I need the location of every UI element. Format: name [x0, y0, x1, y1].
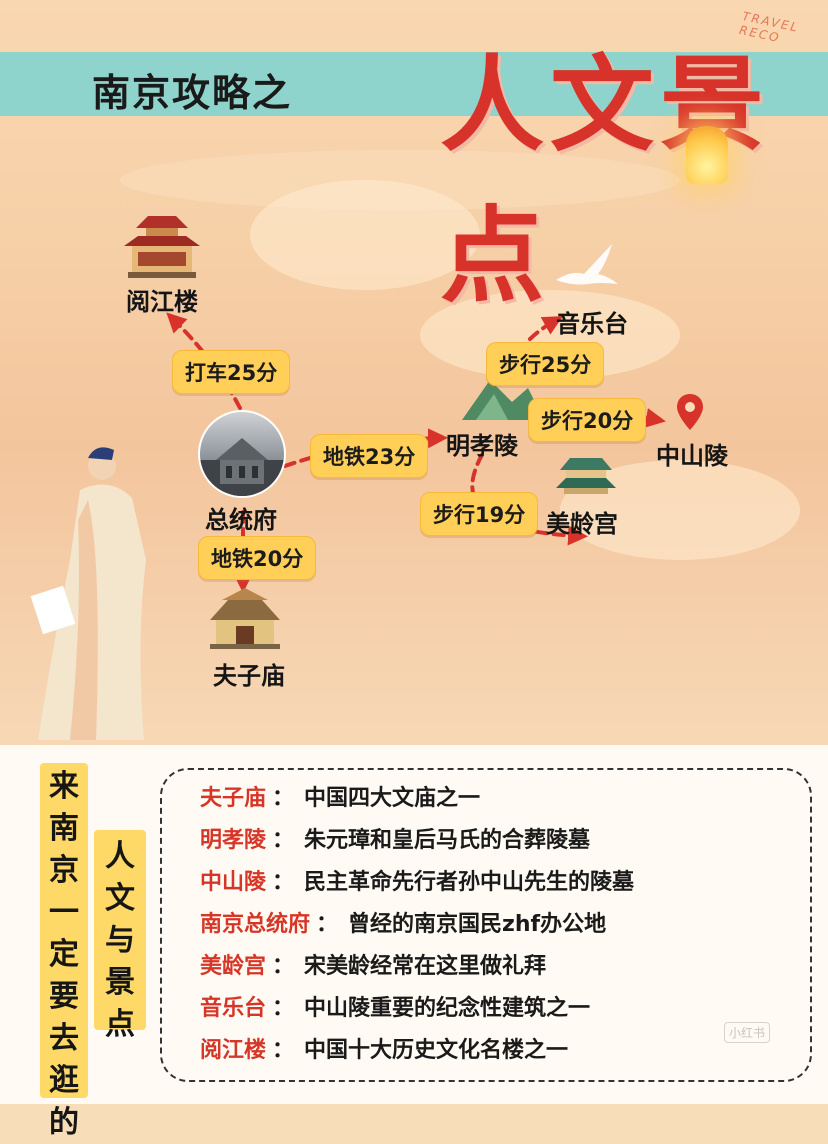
place-zhongshanling: 中山陵 — [656, 442, 728, 470]
location-pin-icon — [677, 394, 703, 430]
info-item-sep: ： — [272, 828, 295, 853]
info-item: 明孝陵： 朱元璋和皇后马氏的合葬陵墓 — [200, 822, 590, 854]
info-item-name: 音乐台 — [200, 996, 267, 1021]
place-fuzimiao: 夫子庙 — [213, 662, 285, 690]
pavilion-icon — [124, 216, 200, 278]
info-item-name: 美龄宫 — [200, 954, 267, 979]
lantern-icon — [686, 126, 728, 184]
presidential-palace-photo — [198, 410, 286, 498]
info-item-name: 阅江楼 — [200, 1038, 267, 1063]
info-item-desc: 曾经的南京国民zhf办公地 — [348, 912, 607, 937]
info-item-sep: ： — [272, 996, 295, 1021]
info-item-desc: 中国四大文庙之一 — [304, 786, 481, 811]
route-label-walk-20: 步行20分 — [528, 398, 647, 442]
info-item-desc: 朱元璋和皇后马氏的合葬陵墓 — [304, 828, 591, 853]
info-item-desc: 中山陵重要的纪念性建筑之一 — [304, 996, 591, 1021]
info-item-sep: ： — [272, 786, 295, 811]
vertical-banner-sub — [94, 830, 146, 1030]
info-item-name: 南京总统府 — [200, 912, 311, 937]
page-title: 人文景点 — [440, 44, 771, 317]
temple-icon — [210, 588, 280, 649]
info-item-sep: ： — [272, 1038, 295, 1063]
place-yuejianglou: 阅江楼 — [126, 288, 198, 316]
vertical-title-main: 来南京一定要去逛的 — [49, 769, 79, 1140]
place-meilinggong: 美龄宫 — [546, 510, 618, 538]
info-item-desc: 宋美龄经常在这里做礼拜 — [304, 954, 547, 979]
info-item-desc: 民主革命先行者孙中山先生的陵墓 — [304, 870, 635, 895]
info-list: 夫子庙：中国四大文庙之一 明孝陵：朱元璋和皇后马氏的合葬陵墓 中山陵：民主革命先… — [160, 768, 812, 1082]
route-label-taxi: 打车25分 — [172, 350, 291, 394]
mountain-icon — [462, 380, 544, 420]
dove-icon — [556, 244, 618, 285]
route-label-metro-23: 地铁23分 — [310, 434, 429, 478]
route-map — [124, 216, 666, 649]
place-yinyuetai: 音乐台 — [556, 310, 628, 338]
page-subtitle: 南京攻略之 — [92, 71, 293, 115]
info-item: 中山陵： 民主革命先行者孙中山先生的陵墓 — [200, 864, 634, 896]
info-item-name: 夫子庙 — [200, 786, 267, 811]
route-label-metro-20: 地铁20分 — [198, 536, 317, 580]
route-label-walk-19: 步行19分 — [420, 492, 539, 536]
info-item-desc: 中国十大历史文化名楼之一 — [304, 1038, 569, 1063]
vertical-banner-main — [40, 763, 88, 1098]
info-item-sep: ： — [316, 912, 339, 937]
info-item-sep: ： — [272, 870, 295, 895]
cloud-decoration — [250, 180, 480, 290]
title-band — [0, 52, 828, 116]
place-zongtongfu: 总统府 — [205, 506, 277, 534]
info-item: 阅江楼： 中国十大历史文化名楼之一 — [200, 1032, 568, 1064]
watermark: 小红书 — [724, 1022, 771, 1043]
cloud-decoration — [120, 150, 680, 210]
route-walk-19 — [470, 453, 588, 546]
info-item: 美龄宫： 宋美龄经常在这里做礼拜 — [200, 948, 546, 980]
palace-icon — [556, 458, 616, 494]
vertical-title-sub: 人文与景点 — [105, 839, 135, 1042]
scholar-figure — [30, 447, 146, 740]
info-item-name: 明孝陵 — [200, 828, 267, 853]
info-item-name: 中山陵 — [200, 870, 267, 895]
info-item: 南京总统府： 曾经的南京国民zhf办公地 — [200, 906, 606, 938]
info-item-sep: ： — [272, 954, 295, 979]
info-item: 音乐台： 中山陵重要的纪念性建筑之一 — [200, 990, 590, 1022]
route-label-walk-25: 步行25分 — [486, 342, 605, 386]
place-mingxiaoling: 明孝陵 — [446, 432, 518, 460]
info-item: 夫子庙： 中国四大文庙之一 — [200, 780, 480, 812]
